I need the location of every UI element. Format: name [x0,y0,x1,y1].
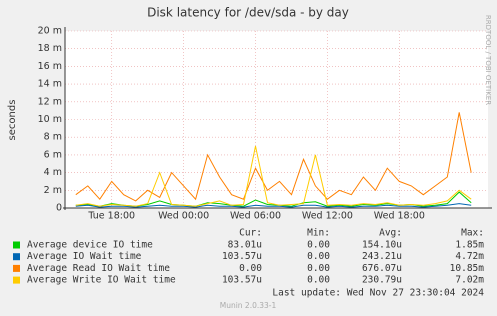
legend-label: Average IO Wait time [27,251,142,262]
last-update: Last update: Wed Nov 27 23:30:04 2024 [272,288,484,299]
x-tick-label: Wed 00:00 [158,211,209,222]
legend-header: Avg: [379,228,402,239]
legend-label: Average device IO time [27,240,153,251]
y-tick-label: 2 m [44,185,62,196]
legend-swatch [13,264,20,272]
legend-value: 0.00 [307,240,330,251]
x-tick-label: Wed 06:00 [230,211,281,222]
legend-value: 0.00 [239,263,262,274]
y-tick-label: 12 m [38,96,62,107]
y-tick-label: 8 m [44,132,62,143]
legend-value: 0.00 [307,251,330,262]
series-line [75,203,472,208]
x-tick-label: Tue 18:00 [87,211,135,222]
y-tick-label: 16 m [38,61,62,72]
legend-value: 7.02m [455,275,484,286]
legend-swatch [13,276,20,284]
legend-value: 243.21u [362,251,402,262]
chart-title: Disk latency for /dev/sda - by day [147,6,349,20]
legend-label: Average Write IO Wait time [27,275,176,286]
y-axis-label: seconds [7,100,18,141]
side-label: RRDTOOL / TOBI OETIKER [484,15,492,105]
legend-header: Max: [461,228,484,239]
legend-value: 10.85m [450,263,485,274]
legend-value: 103.57u [222,275,262,286]
x-tick-label: Wed 18:00 [374,211,425,222]
legend-swatch [13,241,20,249]
legend-value: 4.72m [455,251,484,262]
legend-value: 0.00 [307,263,330,274]
legend-value: 676.07u [362,263,402,274]
y-tick-label: 6 m [44,149,62,160]
series-line [75,112,472,202]
legend-value: 1.85m [455,240,484,251]
plot-area [65,31,488,208]
legend-label: Average Read IO Wait time [27,263,170,274]
legend-value: 103.57u [222,251,262,262]
y-tick-label: 18 m [38,43,62,54]
y-tick-label: 20 m [38,26,62,37]
y-tick-label: 14 m [38,79,62,90]
legend-header: Cur: [239,228,262,239]
legend-value: 154.10u [362,240,402,251]
legend-value: 0.00 [307,275,330,286]
legend-header: Min: [307,228,330,239]
y-tick-label: 0 [56,203,62,214]
footer: Munin 2.0.33-1 [220,301,277,310]
y-tick-label: 10 m [38,114,62,125]
series-line [75,145,472,207]
legend-swatch [13,253,20,261]
legend-value: 83.01u [228,240,262,251]
legend-value: 230.79u [362,275,402,286]
x-tick-label: Wed 12:00 [302,211,353,222]
y-tick-label: 4 m [44,167,62,178]
